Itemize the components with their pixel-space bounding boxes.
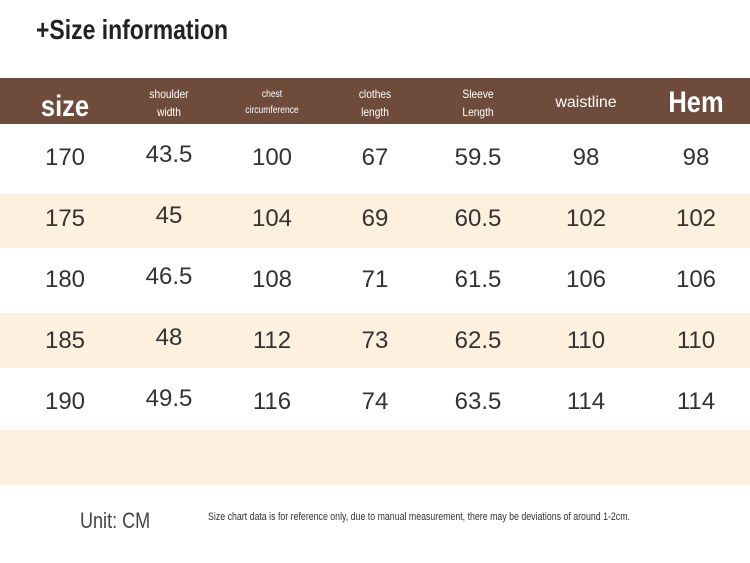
header-line: chest bbox=[261, 89, 283, 100]
column-header: size bbox=[41, 90, 89, 124]
column-header: chest circumference bbox=[245, 87, 298, 119]
table-cell: 175 bbox=[44, 205, 86, 232]
header-line: shoulder bbox=[149, 87, 189, 101]
table-cell: 71 bbox=[361, 266, 389, 293]
header-line: clothes bbox=[358, 87, 392, 101]
table-cell: 67 bbox=[361, 144, 389, 171]
table-cell: 98 bbox=[682, 144, 710, 171]
table-cell: 114 bbox=[566, 388, 606, 415]
table-cell: 114 bbox=[676, 388, 716, 415]
column-header: shoulder width bbox=[149, 85, 188, 121]
table-cell: 74 bbox=[361, 388, 389, 415]
header-line: width bbox=[157, 105, 181, 119]
table-cell: 110 bbox=[676, 327, 716, 354]
table-cell: 59.5 bbox=[454, 144, 502, 171]
table-cell: 104 bbox=[251, 205, 293, 232]
header-line: size bbox=[40, 90, 90, 123]
table-cell: 170 bbox=[44, 144, 86, 171]
column-header: Hem bbox=[668, 86, 723, 120]
table-cell: 62.5 bbox=[454, 327, 502, 354]
header-bar bbox=[0, 78, 750, 124]
header-line: Length bbox=[462, 105, 494, 119]
table-cell: 46.5 bbox=[145, 263, 193, 290]
row-band bbox=[0, 313, 750, 368]
table-cell: 43.5 bbox=[145, 141, 193, 168]
row-band bbox=[0, 430, 750, 485]
table-cell: 45 bbox=[155, 202, 183, 229]
table-cell: 106 bbox=[675, 266, 717, 293]
table-cell: 108 bbox=[251, 266, 293, 293]
table-cell: 60.5 bbox=[454, 205, 502, 232]
table-cell: 180 bbox=[44, 266, 86, 293]
table-cell: 48 bbox=[155, 324, 183, 351]
table-cell: 106 bbox=[565, 266, 607, 293]
column-header: Sleeve Length bbox=[462, 85, 493, 121]
table-cell: 102 bbox=[675, 205, 717, 232]
table-cell: 110 bbox=[566, 327, 606, 354]
table-cell: 112 bbox=[252, 327, 292, 354]
table-cell: 190 bbox=[44, 388, 86, 415]
table-cell: 116 bbox=[252, 388, 292, 415]
table-cell: 69 bbox=[361, 205, 389, 232]
table-cell: 73 bbox=[361, 327, 389, 354]
column-header: waistline bbox=[555, 94, 616, 112]
row-band bbox=[0, 194, 750, 248]
table-cell: 102 bbox=[565, 205, 607, 232]
table-cell: 63.5 bbox=[454, 388, 502, 415]
column-header: clothes length bbox=[359, 85, 391, 121]
header-line: waistline bbox=[555, 94, 617, 111]
header-line: Hem bbox=[668, 86, 724, 119]
table-cell: 100 bbox=[251, 144, 293, 171]
note: Size chart data is for reference only, d… bbox=[208, 511, 630, 523]
title: +Size information bbox=[36, 14, 229, 45]
header-line: Sleeve bbox=[462, 87, 494, 101]
table-cell: 185 bbox=[44, 327, 86, 354]
table-cell: 98 bbox=[572, 144, 600, 171]
table-cell: 49.5 bbox=[145, 385, 193, 412]
header-line: circumference bbox=[245, 105, 299, 116]
unit-label: Unit: CM bbox=[80, 508, 151, 533]
table-cell: 61.5 bbox=[454, 266, 502, 293]
header-line: length bbox=[361, 105, 389, 119]
